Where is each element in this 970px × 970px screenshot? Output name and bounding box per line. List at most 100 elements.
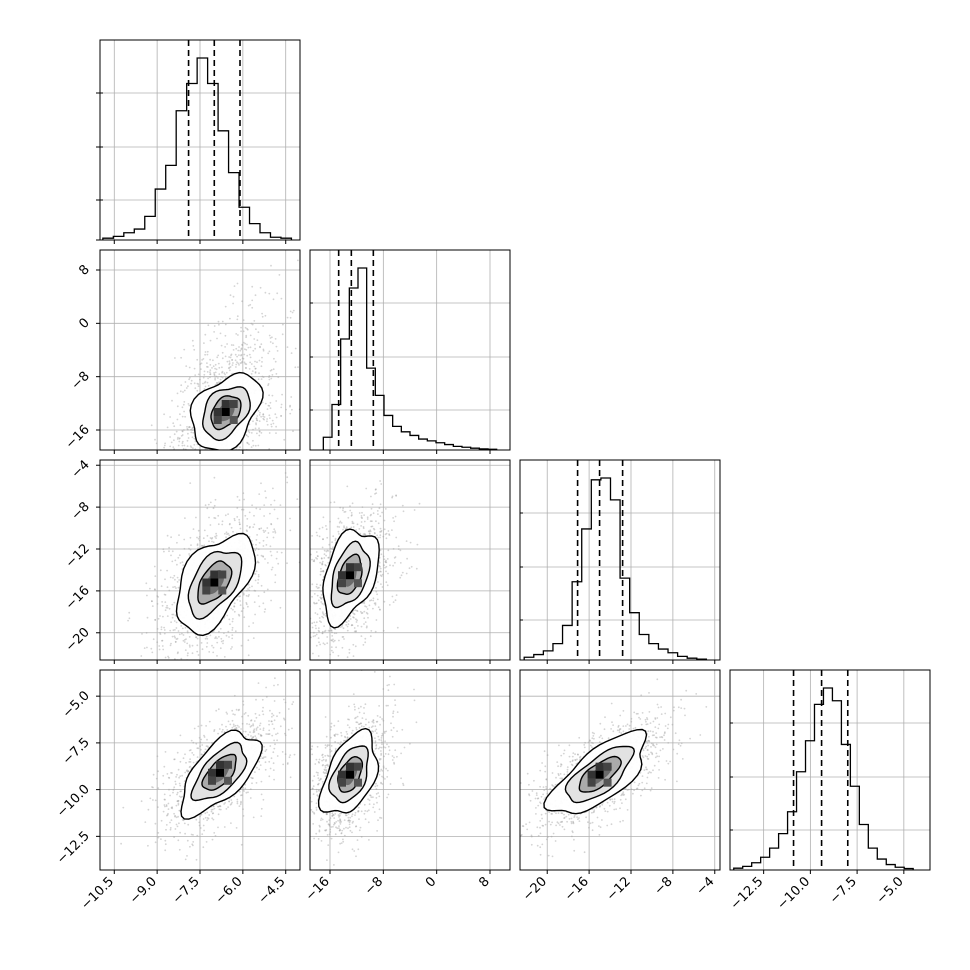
scatter-point (325, 564, 327, 567)
scatter-point (317, 655, 320, 657)
scatter-point (379, 574, 382, 577)
scatter-point (351, 624, 354, 626)
scatter-point (374, 741, 377, 744)
scatter-point (313, 602, 316, 605)
scatter-point (347, 813, 350, 815)
scatter-point (173, 433, 176, 436)
scatter-point (272, 751, 275, 754)
scatter-point (247, 588, 249, 590)
scatter-point (232, 713, 235, 715)
scatter-point (343, 638, 345, 640)
scatter-point (246, 442, 249, 445)
scatter-point (352, 616, 354, 618)
scatter-point (316, 613, 319, 616)
scatter-point (328, 744, 330, 747)
scatter-point (197, 383, 200, 385)
scatter-point (160, 838, 162, 840)
scatter-point (256, 419, 259, 422)
scatter-point (178, 633, 181, 636)
scatter-point (271, 566, 274, 569)
scatter-point (233, 605, 236, 607)
scatter-point (386, 743, 388, 746)
scatter-point (355, 721, 358, 724)
scatter-point (271, 419, 274, 422)
scatter-point (315, 585, 318, 588)
scatter-point (213, 331, 216, 333)
scatter-point (178, 782, 181, 785)
scatter-point (167, 812, 169, 815)
scatter-point (200, 642, 203, 644)
scatter-point (209, 373, 212, 375)
scatter-point (240, 326, 243, 329)
scatter-point (193, 367, 196, 370)
scatter-point (286, 476, 289, 479)
scatter-point (223, 456, 225, 458)
scatter-point (286, 762, 289, 764)
scatter-point (192, 345, 195, 347)
scatter-point (242, 703, 245, 706)
scatter-point (195, 636, 198, 639)
scatter-point (292, 701, 295, 703)
scatter-point (251, 737, 254, 740)
scatter-point (266, 536, 269, 539)
scatter-point (243, 498, 246, 501)
scatter-point (273, 508, 276, 511)
scatter-point (268, 414, 271, 417)
scatter-point (323, 630, 326, 633)
scatter-point (338, 533, 340, 535)
scatter-point (215, 534, 218, 537)
scatter-point (330, 629, 333, 632)
scatter-point (351, 624, 353, 626)
scatter-point (252, 729, 255, 732)
scatter-point (392, 564, 394, 567)
scatter-point (284, 732, 286, 735)
scatter-point (185, 387, 188, 389)
scatter-point (323, 614, 325, 616)
scatter-point (231, 719, 234, 722)
scatter-point (331, 541, 333, 544)
scatter-point (178, 809, 181, 812)
scatter-point (240, 728, 243, 730)
scatter-point (236, 318, 239, 321)
scatter-point (270, 599, 272, 602)
scatter-point (206, 365, 208, 368)
scatter-point (383, 528, 386, 531)
scatter-point (162, 548, 165, 551)
scatter-point (362, 533, 365, 535)
scatter-point (209, 467, 211, 469)
scatter-point (187, 652, 189, 655)
scatter-point (268, 376, 270, 378)
scatter-point (270, 568, 273, 571)
scatter-point (122, 806, 125, 809)
scatter-point (221, 731, 223, 733)
scatter-point (192, 761, 195, 764)
scatter-point (326, 636, 329, 638)
scatter-point (186, 855, 188, 857)
scatter-point (277, 562, 280, 565)
scatter-point (274, 574, 277, 576)
scatter-point (231, 359, 233, 361)
scatter-point (328, 543, 331, 546)
scatter-point (242, 788, 245, 791)
scatter-point (149, 587, 151, 590)
scatter-point (354, 645, 357, 648)
scatter-point (240, 802, 242, 804)
scatter-point (228, 363, 231, 366)
scatter-point (256, 415, 259, 417)
scatter-point (239, 527, 242, 530)
scatter-point (264, 756, 267, 758)
scatter-point (269, 767, 272, 770)
scatter-point (250, 243, 252, 245)
scatter-point (333, 501, 336, 504)
scatter-point (254, 735, 257, 738)
scatter-point (333, 822, 336, 824)
scatter-point (248, 353, 251, 356)
scatter-point (347, 623, 350, 626)
scatter-point (163, 550, 165, 553)
scatter-point (186, 770, 189, 773)
scatter-point (321, 596, 324, 599)
scatter-point (206, 819, 209, 822)
scatter-point (213, 663, 215, 665)
scatter-point (354, 609, 357, 612)
